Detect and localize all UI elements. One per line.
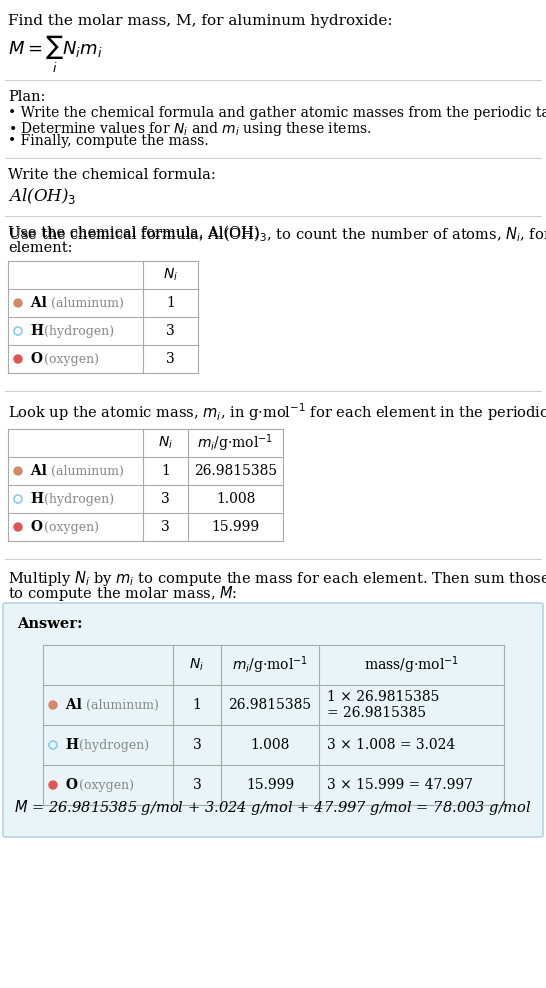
- Text: H: H: [26, 492, 44, 506]
- Text: (aluminum): (aluminum): [47, 464, 124, 477]
- Text: 26.9815385: 26.9815385: [228, 698, 312, 712]
- Text: Write the chemical formula:: Write the chemical formula:: [8, 168, 216, 182]
- Text: 3: 3: [193, 738, 201, 752]
- Text: 1.008: 1.008: [216, 492, 255, 506]
- Text: H: H: [61, 738, 79, 752]
- Text: 3 × 1.008 = 3.024: 3 × 1.008 = 3.024: [327, 738, 455, 752]
- Text: $N_i$: $N_i$: [163, 267, 178, 284]
- Text: Use the chemical formula, Al(OH)$_3$, to count the number of atoms, $N_i$, for e: Use the chemical formula, Al(OH)$_3$, to…: [8, 226, 546, 244]
- Text: Plan:: Plan:: [8, 90, 45, 104]
- Text: O: O: [26, 520, 43, 534]
- Text: (hydrogen): (hydrogen): [40, 492, 114, 506]
- Text: (aluminum): (aluminum): [82, 699, 159, 711]
- Text: $m_i$/g$\cdot$mol$^{-1}$: $m_i$/g$\cdot$mol$^{-1}$: [198, 432, 274, 453]
- Text: mass/g$\cdot$mol$^{-1}$: mass/g$\cdot$mol$^{-1}$: [364, 654, 459, 676]
- Text: (oxygen): (oxygen): [40, 521, 99, 534]
- Text: 15.999: 15.999: [246, 778, 294, 792]
- Text: 15.999: 15.999: [211, 520, 259, 534]
- Text: 3: 3: [161, 492, 170, 506]
- FancyBboxPatch shape: [3, 603, 543, 837]
- Text: (oxygen): (oxygen): [75, 779, 134, 791]
- Text: 3 × 15.999 = 47.997: 3 × 15.999 = 47.997: [327, 778, 473, 792]
- Text: 3: 3: [161, 520, 170, 534]
- Text: Al(OH)$_3$: Al(OH)$_3$: [8, 186, 76, 206]
- Text: O: O: [61, 778, 78, 792]
- Text: 3: 3: [166, 324, 175, 338]
- Text: • Write the chemical formula and gather atomic masses from the periodic table.: • Write the chemical formula and gather …: [8, 106, 546, 120]
- Text: 1: 1: [161, 464, 170, 478]
- Text: Al: Al: [61, 698, 82, 712]
- Text: $M$ = 26.9815385 g/mol + 3.024 g/mol + 47.997 g/mol = 78.003 g/mol: $M$ = 26.9815385 g/mol + 3.024 g/mol + 4…: [14, 797, 532, 816]
- Circle shape: [14, 467, 22, 475]
- Text: element:: element:: [8, 241, 73, 255]
- Circle shape: [14, 355, 22, 363]
- Text: Use the chemical formula, Al(OH): Use the chemical formula, Al(OH): [8, 226, 260, 240]
- Text: 1.008: 1.008: [250, 738, 290, 752]
- Circle shape: [49, 701, 57, 709]
- Text: O: O: [26, 352, 43, 366]
- Text: $M = \sum_i N_i m_i$: $M = \sum_i N_i m_i$: [8, 34, 103, 75]
- Text: Multiply $N_i$ by $m_i$ to compute the mass for each element. Then sum those val: Multiply $N_i$ by $m_i$ to compute the m…: [8, 569, 546, 588]
- Text: H: H: [26, 324, 44, 338]
- Text: $m_i$/g$\cdot$mol$^{-1}$: $m_i$/g$\cdot$mol$^{-1}$: [232, 654, 308, 676]
- Text: (hydrogen): (hydrogen): [40, 324, 114, 338]
- Text: • Determine values for $N_i$ and $m_i$ using these items.: • Determine values for $N_i$ and $m_i$ u…: [8, 120, 371, 138]
- Text: Look up the atomic mass, $m_i$, in g$\cdot$mol$^{-1}$ for each element in the pe: Look up the atomic mass, $m_i$, in g$\cd…: [8, 401, 546, 423]
- Text: Answer:: Answer:: [17, 617, 82, 631]
- Circle shape: [49, 781, 57, 789]
- Text: to compute the molar mass, $M$:: to compute the molar mass, $M$:: [8, 584, 238, 603]
- Text: 1: 1: [193, 698, 201, 712]
- Text: (hydrogen): (hydrogen): [75, 738, 149, 752]
- Text: Al: Al: [26, 296, 47, 310]
- Text: 3: 3: [166, 352, 175, 366]
- Text: Find the molar mass, M, for aluminum hydroxide:: Find the molar mass, M, for aluminum hyd…: [8, 14, 393, 28]
- Text: 1: 1: [166, 296, 175, 310]
- Text: Al: Al: [26, 464, 47, 478]
- Text: 1 × 26.9815385
= 26.9815385: 1 × 26.9815385 = 26.9815385: [327, 690, 440, 720]
- Text: $N_i$: $N_i$: [158, 435, 173, 452]
- Text: 3: 3: [193, 778, 201, 792]
- Text: (oxygen): (oxygen): [40, 353, 99, 366]
- Text: 26.9815385: 26.9815385: [194, 464, 277, 478]
- Text: $N_i$: $N_i$: [189, 657, 205, 673]
- Circle shape: [14, 299, 22, 307]
- Circle shape: [14, 523, 22, 531]
- Text: (aluminum): (aluminum): [47, 296, 124, 309]
- Text: • Finally, compute the mass.: • Finally, compute the mass.: [8, 134, 209, 148]
